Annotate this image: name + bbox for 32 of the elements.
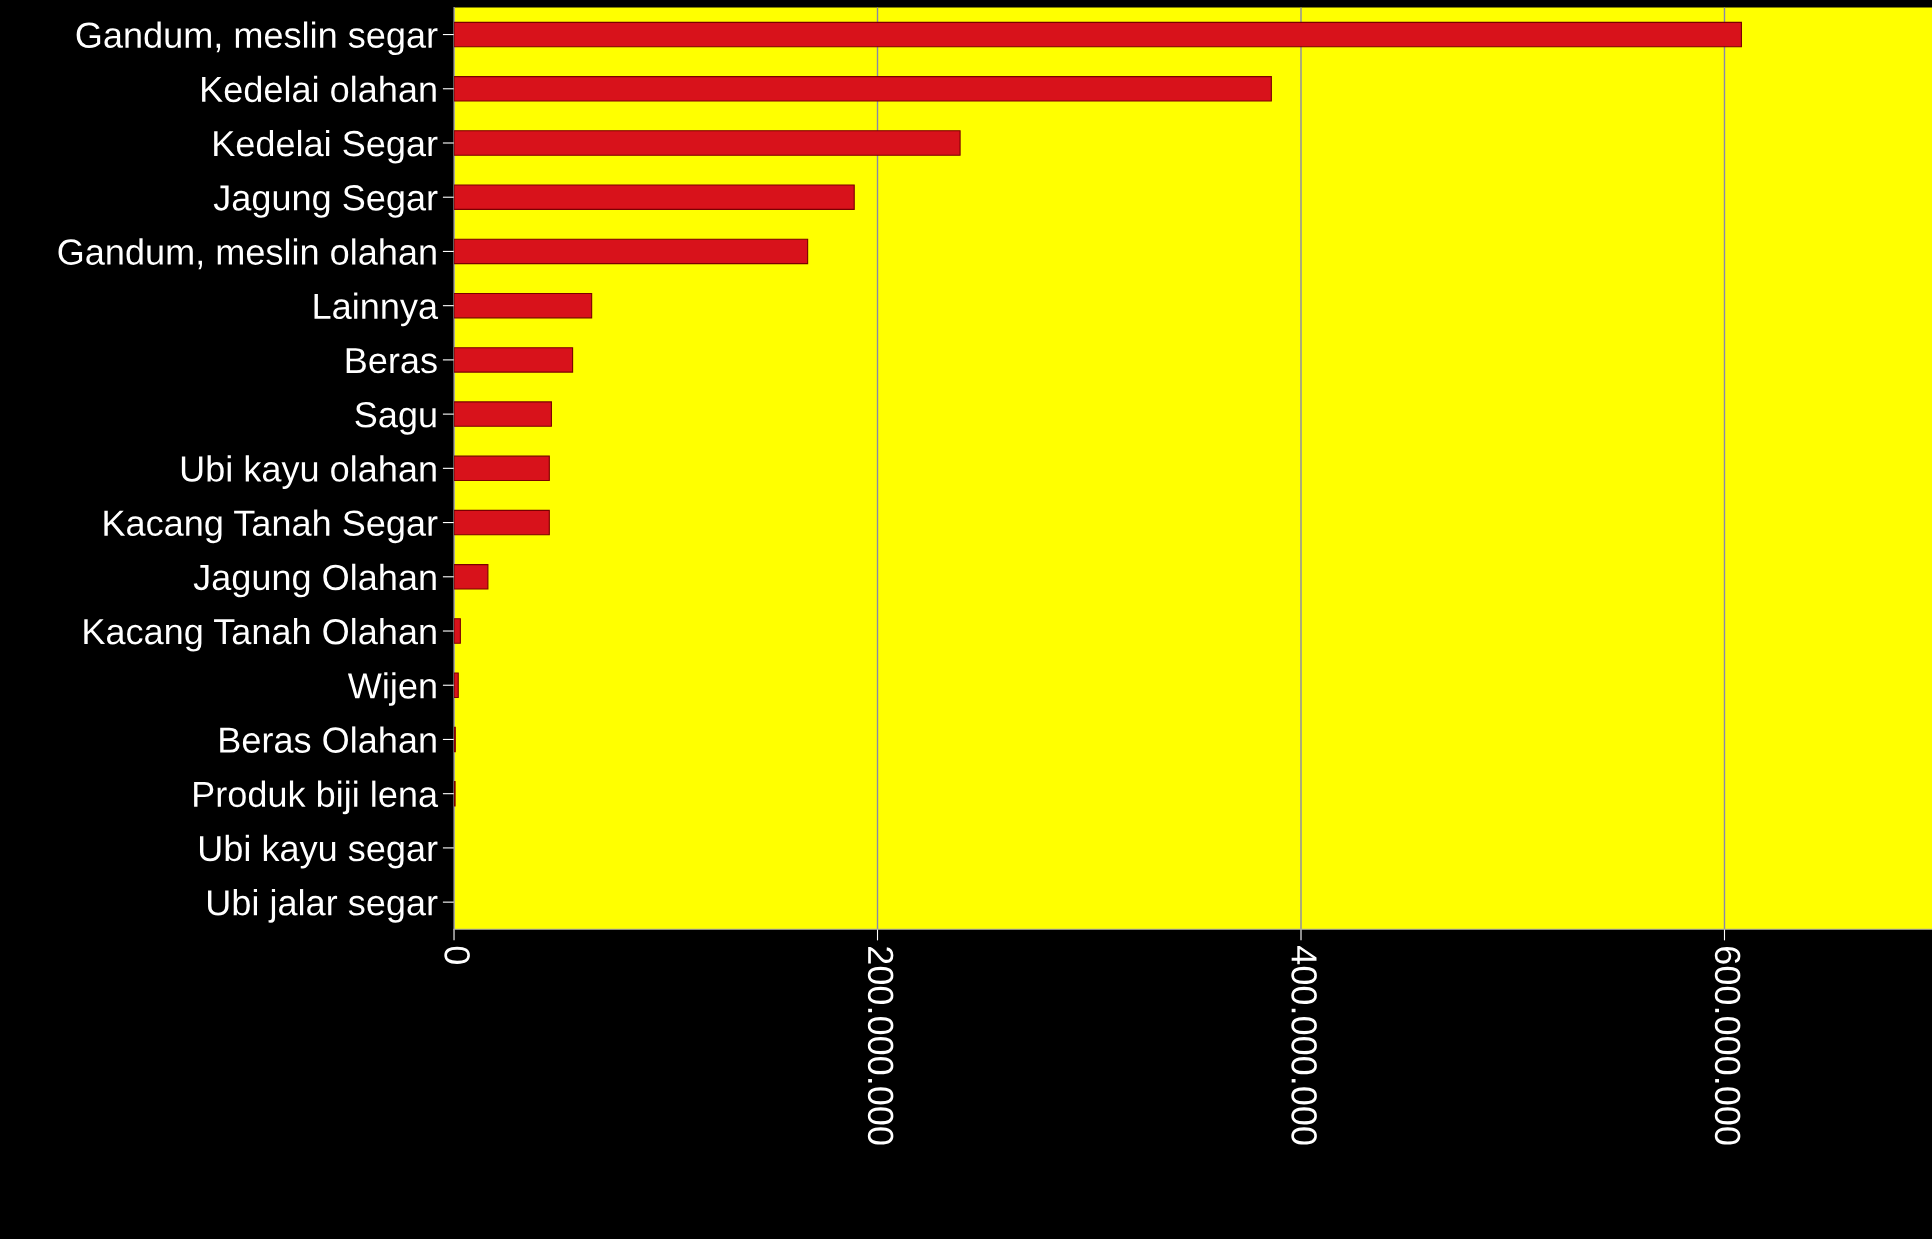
bar: [454, 564, 489, 590]
y-tick-label: Produk biji lena: [194, 780, 439, 815]
y-tick-label: Ubi kayu segar: [199, 834, 438, 869]
bar: [454, 184, 855, 210]
y-tick-label: Gandum, meslin segar: [76, 21, 438, 56]
bar: [454, 130, 961, 156]
bar: [454, 292, 593, 319]
x-tick-label: 0: [444, 946, 470, 964]
x-tick-label: 400.000.000: [1291, 946, 1317, 1145]
x-tick-label: 200.000.000: [867, 947, 894, 1145]
y-tick-label: Jagung Segar: [213, 185, 438, 218]
y-tick-label: Kacang Tanah Segar: [104, 509, 438, 544]
y-tick-label: Wijen: [347, 672, 436, 706]
y-tick-label: Ubi kayu olahan: [181, 455, 436, 489]
y-tick-label: Sagu: [355, 401, 436, 435]
y-tick-label: Jagung Olahan: [193, 563, 436, 598]
bar: [454, 455, 550, 482]
bar: [454, 21, 1742, 48]
x-tick-label: 600.000.000: [1714, 947, 1741, 1145]
y-tick-label: Kacang Tanah Olahan: [84, 617, 436, 652]
y-tick-label: Beras Olahan: [220, 726, 436, 753]
bar: [454, 76, 1272, 102]
y-tick-label: Gandum, meslin olahan: [58, 238, 436, 270]
y-tick-label: Beras: [346, 348, 437, 374]
bar: [454, 401, 552, 427]
y-tick-label: Lainnya: [314, 292, 439, 327]
y-tick-label: Kedelai Segar: [214, 129, 438, 164]
bar: [454, 347, 574, 373]
bar: [454, 238, 809, 265]
bar: [454, 509, 550, 536]
y-tick-label: Ubi jalar segar: [208, 889, 438, 923]
y-tick-label: Kedelai olahan: [202, 75, 436, 103]
